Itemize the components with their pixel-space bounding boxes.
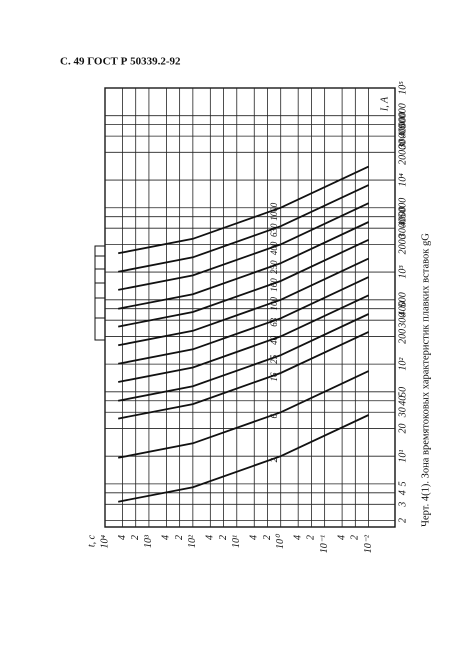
- time-tick-label: 2: [306, 535, 317, 540]
- time-tick-label: 2: [130, 535, 141, 540]
- time-tick-label: 4: [336, 535, 347, 540]
- time-tick-label: 10⁻²: [363, 534, 374, 553]
- time-tick-label: 10³: [143, 534, 154, 548]
- time-tick-label: 2: [350, 535, 361, 540]
- current-tick-label: 10³: [397, 265, 408, 279]
- current-tick-label: 4000: [397, 207, 408, 227]
- characteristic-curve: [118, 414, 369, 503]
- current-tick-label: 5: [397, 481, 408, 486]
- characteristic-curve: [118, 184, 369, 273]
- curve-label: 400: [269, 241, 279, 255]
- characteristic-curve: [118, 331, 369, 420]
- current-tick-label: 30000: [397, 124, 408, 150]
- time-tick-label: 4: [161, 535, 172, 540]
- current-tick-label: 50000: [397, 103, 408, 128]
- bracket: [94, 245, 105, 341]
- curve-label: 160: [269, 278, 279, 292]
- time-tick-label: 10²: [187, 534, 198, 548]
- characteristic-curve: [118, 257, 369, 347]
- current-tick-label: 40000: [397, 112, 408, 137]
- page-header: С. 49 ГОСТ Р 50339.2-92: [60, 56, 181, 68]
- time-tick-label: 2: [218, 535, 229, 540]
- current-tick-label: 3000: [397, 218, 408, 239]
- x-axis-label: I, A: [379, 96, 390, 112]
- characteristic-curve: [118, 370, 369, 459]
- current-tick-label: 4: [397, 490, 408, 495]
- time-tick-label: 4: [292, 535, 303, 540]
- time-tick-label: 4: [205, 535, 216, 540]
- curve-label: 25: [269, 354, 279, 364]
- current-tick-label: 50: [397, 387, 408, 397]
- time-tick-label: 4: [249, 535, 260, 540]
- current-tick-label: 20000: [397, 140, 408, 165]
- characteristic-curve: [118, 294, 369, 383]
- current-tick-label: 2000: [397, 234, 408, 254]
- characteristic-curve: [118, 221, 369, 310]
- time-tick-label: 10⁴: [99, 534, 110, 548]
- current-tick-label: 500: [397, 292, 408, 307]
- characteristic-curve: [118, 238, 369, 328]
- characteristic-curve: [118, 165, 369, 255]
- time-tick-label: 2: [174, 535, 185, 540]
- time-tick-label: 10¹: [231, 535, 242, 548]
- current-tick-label: 10⁵: [397, 81, 408, 95]
- current-tick-label: 10⁴: [397, 173, 408, 187]
- curve-label: 630: [269, 223, 279, 237]
- curve-label: 16: [269, 372, 279, 382]
- characteristic-curve: [118, 202, 369, 291]
- current-tick-label: 20: [397, 423, 408, 433]
- curve-label: 63: [269, 317, 279, 327]
- current-tick-label: 10²: [397, 357, 408, 371]
- curve-label: 100: [269, 297, 279, 311]
- plot-frame: [104, 87, 396, 528]
- time-tick-label: 4: [117, 535, 128, 540]
- current-tick-label: 400: [397, 301, 408, 316]
- current-tick-label: 3: [397, 502, 408, 508]
- time-tick-label: 10⁰: [275, 533, 286, 549]
- current-tick-label: 30: [397, 407, 408, 418]
- current-tick-label: 40: [397, 396, 408, 406]
- current-tick-label: 300: [397, 313, 408, 329]
- current-tick-label: 2: [397, 518, 408, 523]
- curve-label: 6: [269, 414, 279, 419]
- current-tick-label: 10¹: [397, 450, 408, 463]
- characteristic-curve: [118, 276, 369, 365]
- curve-label: 40: [269, 335, 279, 345]
- figure-caption: Черт. 4(1). Зона времятоковых характерис…: [420, 233, 431, 527]
- time-tick-label: 10⁻¹: [319, 535, 330, 553]
- time-tick-label: 2: [262, 535, 273, 540]
- curve-label: 1000: [269, 202, 279, 221]
- characteristic-curve: [118, 313, 369, 402]
- current-tick-label: 200: [397, 329, 408, 344]
- curve-label: 250: [269, 260, 279, 274]
- y-axis-label: t, c: [86, 534, 97, 547]
- current-tick-label: 5000: [397, 198, 408, 218]
- curve-label: 2: [269, 457, 279, 462]
